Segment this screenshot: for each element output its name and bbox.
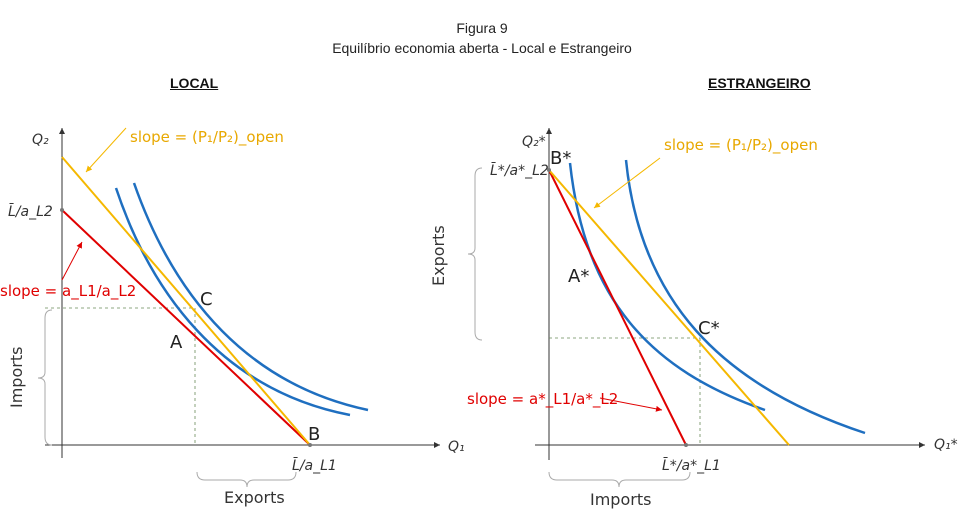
foreign-point-a: A*: [568, 266, 589, 287]
local-x-intercept-label: L̄/a_L1: [292, 456, 337, 474]
local-open-slope-label: slope = (P₁/P₂)_open: [130, 128, 284, 147]
local-intercept-dot: [60, 208, 64, 212]
local-imports-label: Imports: [7, 347, 26, 408]
figure-number: Figura 9: [456, 20, 508, 36]
local-point-b: B: [308, 424, 320, 445]
foreign-open-slope-label: slope = (P₁/P₂)_open: [664, 136, 818, 155]
foreign-exports-label: Exports: [429, 225, 448, 286]
local-point-a: A: [170, 332, 183, 353]
local-ppf-line: [61, 209, 311, 446]
local-indifference-curve-low: [114, 187, 351, 417]
foreign-point-b: B*: [550, 148, 571, 169]
foreign-x-intercept-label: L̄*/a*_L1: [662, 456, 721, 474]
local-autarky-slope-pointer: [61, 241, 83, 281]
foreign-imports-label: Imports: [590, 490, 651, 509]
foreign-open-price-line: [548, 169, 790, 446]
local-point-b-dot: [308, 443, 312, 447]
local-y-intercept-label: L̄/a_L2: [8, 202, 53, 220]
foreign-point-c: C*: [698, 318, 720, 339]
local-y-axis-label: Q₂: [32, 132, 49, 148]
figure-subtitle: Equilíbrio economia aberta - Local e Est…: [332, 40, 632, 56]
local-panel-title: LOCAL: [170, 75, 219, 91]
local-imports-brace: [37, 309, 53, 446]
local-x-axis-label: Q₁: [448, 439, 465, 455]
local-exports-brace: [196, 471, 297, 488]
foreign-imports-brace: [548, 471, 691, 488]
foreign-panel-title: ESTRANGEIRO: [708, 75, 811, 91]
foreign-indifference-curve-high: [624, 159, 866, 435]
local-autarky-slope-label: slope = a_L1/a_L2: [0, 282, 136, 301]
foreign-autarky-slope-pointer: [599, 397, 663, 412]
local-diagram: Q₂ Q₁ L̄/a_L2 L̄/a_L1 slope = (P₁/P₂)_op…: [0, 127, 465, 507]
local-indifference-curve-high: [132, 182, 369, 412]
local-open-slope-pointer: [85, 127, 127, 173]
foreign-y-axis-label: Q₂*: [522, 134, 546, 150]
foreign-diagram: Q₂* Q₁* L̄*/a*_L2 L̄*/a*_L1 slope = (P₁/…: [429, 128, 958, 509]
local-open-price-line: [61, 156, 311, 446]
foreign-indifference-curve-low: [568, 162, 766, 412]
foreign-x-intercept-dot: [684, 443, 688, 447]
foreign-x-axis-label: Q₁*: [934, 437, 958, 453]
foreign-open-slope-pointer: [593, 157, 661, 209]
local-exports-label: Exports: [224, 488, 285, 507]
foreign-autarky-slope-label: slope = a*_L1/a*_L2: [467, 390, 618, 409]
local-point-c: C: [200, 289, 213, 310]
foreign-intercept-dot: [547, 168, 551, 172]
foreign-ppf-line: [548, 169, 687, 446]
foreign-exports-brace: [467, 167, 483, 341]
foreign-y-intercept-label: L̄*/a*_L2: [490, 161, 549, 179]
